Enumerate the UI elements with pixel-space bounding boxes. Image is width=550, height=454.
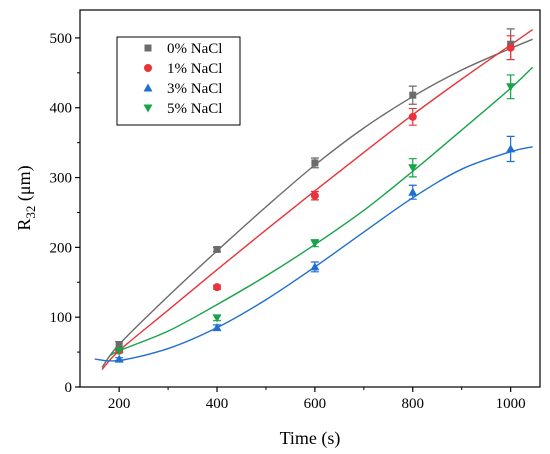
x-tick-label: 1000 bbox=[496, 396, 526, 412]
legend-label-series-2: 3% NaCl bbox=[167, 81, 222, 97]
legend-marker-series-1 bbox=[144, 64, 152, 72]
x-tick-label: 800 bbox=[402, 396, 425, 412]
data-point-series-0 bbox=[311, 159, 319, 167]
data-point-series-0 bbox=[213, 245, 221, 253]
data-point-series-2 bbox=[408, 187, 418, 196]
data-point-series-1 bbox=[213, 283, 222, 292]
fit-curve-series-2 bbox=[94, 146, 533, 362]
data-point-series-2 bbox=[114, 354, 124, 363]
data-point-series-2 bbox=[506, 144, 516, 153]
legend: 0% NaCl 1% NaCl 3% NaCl 5% NaCl bbox=[116, 36, 241, 126]
x-tick-label: 400 bbox=[206, 396, 229, 412]
data-point-series-3 bbox=[408, 164, 418, 173]
data-point-series-2 bbox=[212, 323, 222, 332]
y-axis-title-subscript: 32 bbox=[23, 206, 38, 219]
y-tick-label: 200 bbox=[50, 240, 73, 256]
data-point-series-2 bbox=[310, 262, 320, 271]
x-axis-title: Time (s) bbox=[280, 428, 341, 449]
x-tick-label: 200 bbox=[108, 396, 131, 412]
x-axis: 200 400 600 800 1000 bbox=[108, 387, 526, 412]
x-tick-label: 600 bbox=[304, 396, 327, 412]
data-point-series-1 bbox=[506, 43, 515, 52]
y-axis: 0 100 200 300 400 500 bbox=[50, 31, 80, 396]
legend-box bbox=[116, 36, 241, 126]
data-point-series-3 bbox=[506, 83, 516, 92]
data-point-series-3 bbox=[310, 239, 320, 248]
y-tick-label: 500 bbox=[50, 31, 73, 47]
y-tick-label: 300 bbox=[50, 171, 73, 187]
data-point-series-3 bbox=[212, 314, 222, 323]
data-point-series-1 bbox=[310, 191, 319, 200]
fit-curve-series-1 bbox=[101, 28, 534, 371]
data-point-series-0 bbox=[115, 341, 123, 349]
y-tick-label: 400 bbox=[50, 101, 73, 117]
y-axis-title-main: R bbox=[14, 219, 34, 231]
y-axis-title: R32 (μm) bbox=[14, 165, 38, 230]
data-markers bbox=[114, 40, 516, 363]
legend-marker-series-0 bbox=[144, 44, 152, 52]
legend-label-series-0: 0% NaCl bbox=[167, 41, 222, 57]
y-axis-title-unit: (μm) bbox=[14, 165, 35, 205]
legend-label-series-1: 1% NaCl bbox=[167, 61, 222, 77]
legend-label-series-3: 5% NaCl bbox=[167, 101, 222, 117]
data-point-series-3 bbox=[114, 347, 124, 356]
plot-frame bbox=[79, 9, 541, 388]
y-tick-label: 0 bbox=[65, 380, 73, 396]
legend-marker-series-2 bbox=[143, 83, 153, 92]
data-point-series-1 bbox=[408, 112, 417, 121]
legend-marker-series-3 bbox=[143, 104, 153, 113]
data-point-series-0 bbox=[409, 91, 417, 99]
y-tick-label: 100 bbox=[50, 310, 73, 326]
fit-curve-series-0 bbox=[101, 38, 533, 368]
